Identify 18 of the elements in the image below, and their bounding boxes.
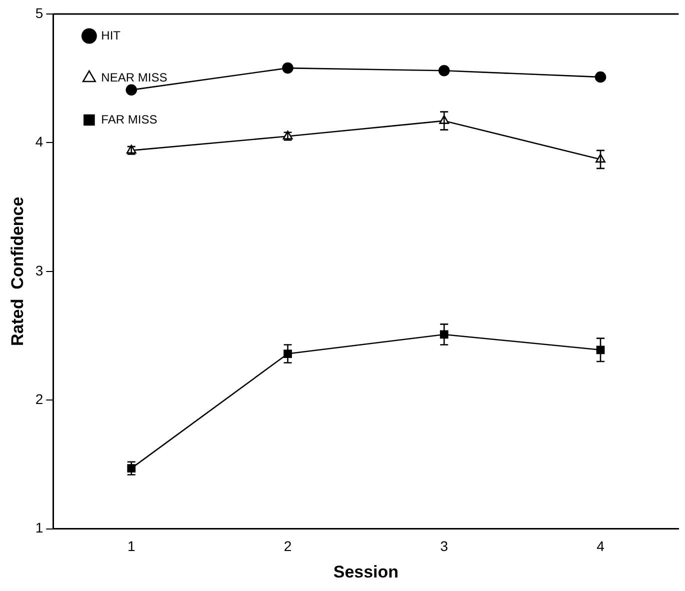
y-tick-label: 5 xyxy=(35,4,44,21)
point xyxy=(438,64,450,76)
y-axis-title: Rated Confidence xyxy=(8,196,27,346)
legend-label: NEAR MISS xyxy=(101,70,168,84)
y-tick-label: 2 xyxy=(35,390,44,407)
y-tick-label: 4 xyxy=(35,134,44,150)
x-tick-label: 4 xyxy=(596,538,605,554)
legend-label: HIT xyxy=(101,28,122,42)
x-tick-label: 3 xyxy=(440,538,448,554)
x-tick-label: 1 xyxy=(127,538,136,554)
point xyxy=(126,84,138,96)
x-axis-title: Session xyxy=(333,562,399,582)
point xyxy=(282,62,294,74)
y-tick-label: 1 xyxy=(35,520,44,536)
point xyxy=(594,71,606,83)
x-tick-label: 2 xyxy=(284,538,292,554)
y-tick-label: 3 xyxy=(35,262,44,278)
legend-label: FAR MISS xyxy=(101,112,158,126)
